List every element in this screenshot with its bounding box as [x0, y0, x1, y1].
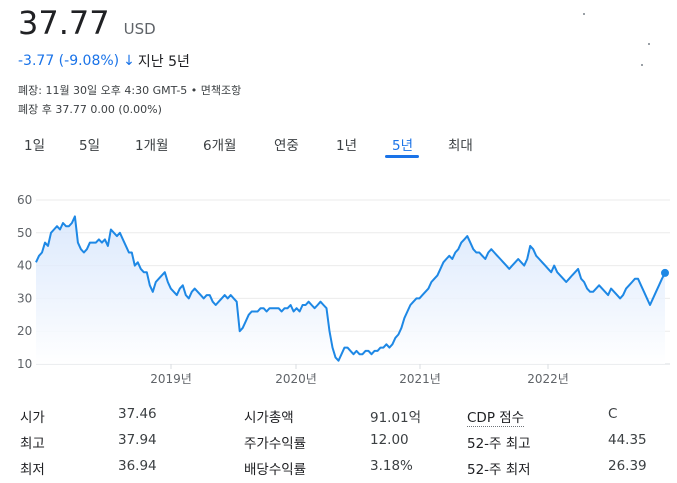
- arrow-down-icon: ↓: [123, 53, 135, 69]
- stat-value-dividend-yield: 3.18%: [370, 458, 413, 474]
- y-axis-ticks: 10 20 30 40 50 60: [17, 193, 32, 371]
- close-info: 폐장: 11월 30일 오후 4:30 GMT-5 • 면책조항: [18, 84, 242, 97]
- tab-1y[interactable]: 1년: [336, 138, 358, 154]
- x-tick-label: 2020년: [275, 372, 317, 386]
- stat-label-52w-high: 52-주 최고: [467, 436, 531, 452]
- stat-label-open: 시가: [20, 410, 45, 426]
- tab-1m[interactable]: 1개월: [135, 138, 169, 154]
- x-tick-label: 2022년: [527, 372, 569, 386]
- y-tick-label: 10: [17, 357, 32, 371]
- time-range-tabs: 1일 5일 1개월 6개월 연중 1년 5년 최대: [0, 131, 677, 161]
- change-period: 지난 5년: [137, 54, 190, 70]
- stat-label-high: 최고: [20, 436, 45, 452]
- stat-value-market-cap: 91.01억: [370, 410, 422, 426]
- stat-value-low: 36.94: [118, 458, 157, 474]
- decoration-dot: [648, 43, 650, 45]
- price-area-fill: [36, 216, 665, 364]
- y-tick-label: 40: [17, 259, 32, 273]
- price-chart[interactable]: 10 20 30 40 50 60 2019년 2020년 2021년 2022년: [0, 185, 677, 390]
- stat-value-cdp-score: C: [608, 406, 618, 422]
- price-change: -3.77 (-9.08%): [18, 53, 120, 69]
- stat-label-pe-ratio: 주가수익률: [244, 436, 307, 452]
- active-tab-indicator: [385, 155, 419, 158]
- stat-label-dividend-yield: 배당수익률: [244, 462, 307, 478]
- stat-label-cdp-score[interactable]: CDP 점수: [467, 406, 525, 427]
- stats-row: 시가 37.46 시가총액 91.01억 CDP 점수 C: [0, 406, 677, 430]
- price-line: [35, 215, 666, 362]
- x-axis-ticks: 2019년 2020년 2021년 2022년: [150, 364, 569, 386]
- after-hours-info: 폐장 후 37.77 0.00 (0.00%): [18, 103, 162, 116]
- price-change-row: -3.77 (-9.08%) ↓ 지난 5년: [18, 51, 190, 71]
- tab-ytd[interactable]: 연중: [274, 138, 299, 154]
- tab-6m[interactable]: 6개월: [203, 138, 237, 154]
- last-price-dot: [661, 268, 669, 277]
- stat-value-pe-ratio: 12.00: [370, 432, 409, 448]
- y-tick-label: 30: [17, 291, 32, 305]
- tab-5y[interactable]: 5년: [392, 138, 414, 154]
- currency-label: USD: [123, 20, 156, 38]
- tab-1d[interactable]: 1일: [24, 138, 46, 154]
- tab-max[interactable]: 최대: [448, 138, 473, 154]
- decoration-dot: [641, 64, 643, 66]
- stat-label-low: 최저: [20, 462, 45, 478]
- stat-value-open: 37.46: [118, 406, 157, 422]
- y-tick-label: 60: [17, 193, 32, 207]
- stat-label-52w-low: 52-주 최저: [467, 462, 531, 478]
- decoration-dot: [583, 13, 585, 15]
- y-tick-label: 50: [17, 226, 32, 240]
- stats-row: 최고 37.94 주가수익률 12.00 52-주 최고 44.35: [0, 432, 677, 456]
- x-tick-label: 2021년: [399, 372, 441, 386]
- stat-value-52w-high: 44.35: [608, 432, 647, 448]
- tab-5d[interactable]: 5일: [79, 138, 101, 154]
- stat-value-high: 37.94: [118, 432, 157, 448]
- x-tick-label: 2019년: [150, 372, 192, 386]
- current-price: 37.77: [18, 4, 110, 42]
- y-tick-label: 20: [17, 324, 32, 338]
- stats-row: 최저 36.94 배당수익률 3.18% 52-주 최저 26.39: [0, 458, 677, 482]
- stat-label-market-cap: 시가총액: [244, 410, 294, 426]
- quote-header: 37.77 USD: [18, 4, 156, 42]
- stat-value-52w-low: 26.39: [608, 458, 647, 474]
